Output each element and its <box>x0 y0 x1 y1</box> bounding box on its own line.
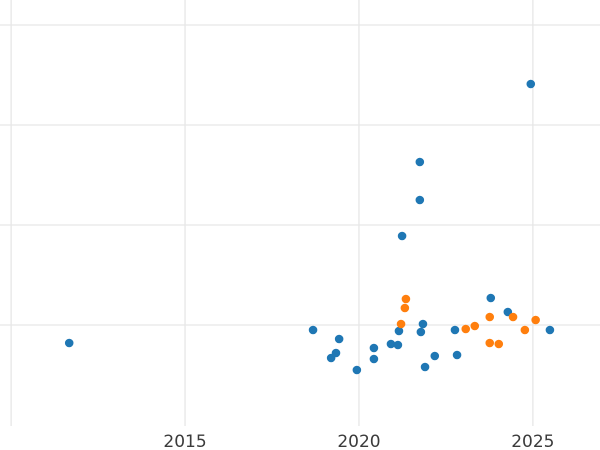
data-point-blue <box>420 362 430 372</box>
x-tick-label: 2025 <box>511 432 554 450</box>
data-point-blue <box>545 325 555 335</box>
data-point-blue <box>331 348 341 358</box>
data-point-blue <box>418 319 428 329</box>
data-point-blue <box>64 338 74 348</box>
data-point-blue <box>430 351 440 361</box>
data-point-blue <box>308 325 318 335</box>
data-point-orange <box>470 321 480 331</box>
data-point-orange <box>531 315 540 325</box>
x-tick-label: 2020 <box>337 432 380 450</box>
data-point-orange <box>400 303 410 313</box>
data-point-blue <box>386 339 396 349</box>
data-point-blue <box>369 354 379 364</box>
data-point-blue <box>415 157 425 167</box>
data-point-blue <box>526 79 536 89</box>
x-tick-label: 2015 <box>163 432 206 450</box>
data-point-blue <box>450 325 460 335</box>
data-point-blue <box>393 340 403 350</box>
data-point-blue <box>416 327 426 337</box>
data-point-blue <box>369 343 379 353</box>
data-point-blue <box>452 350 462 360</box>
data-point-orange <box>520 325 530 335</box>
data-point-orange <box>396 319 406 329</box>
data-point-orange <box>485 338 495 348</box>
data-point-orange <box>494 339 504 349</box>
data-point-orange <box>401 294 411 304</box>
data-point-orange <box>485 312 495 322</box>
data-point-blue <box>334 334 344 344</box>
data-point-blue <box>352 365 362 375</box>
data-point-blue <box>415 195 425 205</box>
data-point-blue <box>397 231 407 241</box>
data-point-orange <box>461 324 471 334</box>
data-point-orange <box>508 312 518 322</box>
data-point-blue <box>394 326 404 336</box>
data-point-blue <box>486 293 496 303</box>
